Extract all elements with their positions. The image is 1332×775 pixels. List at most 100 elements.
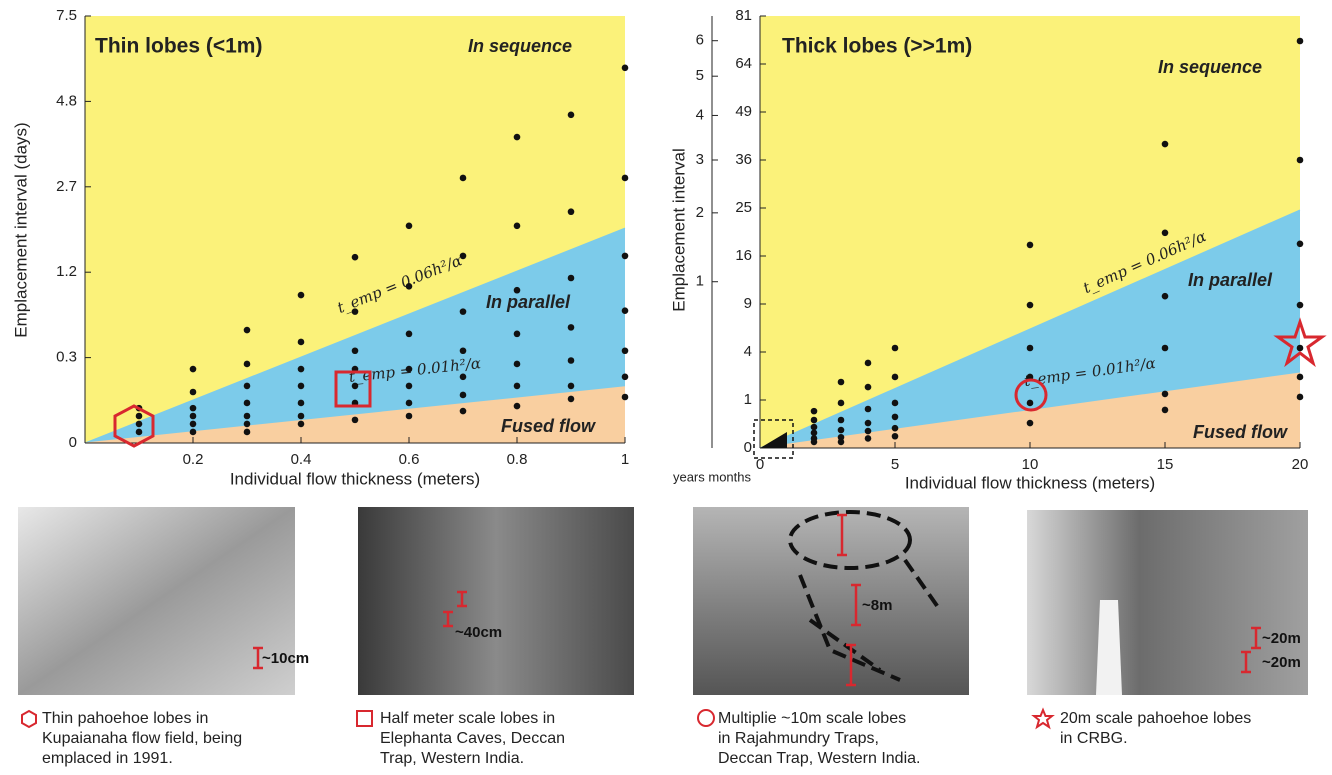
data-point <box>136 421 143 428</box>
data-point <box>298 413 305 420</box>
data-point <box>244 327 251 334</box>
x-tick-label: 20 <box>1292 456 1309 473</box>
y-tick-label: 0.3 <box>56 349 77 366</box>
data-point <box>1027 302 1034 309</box>
x-tick-label: 5 <box>891 456 899 473</box>
data-point <box>811 424 818 431</box>
data-point <box>622 65 629 72</box>
scale-label: ~20m <box>1262 630 1301 647</box>
data-point <box>244 383 251 390</box>
caption-line: Trap, Western India. <box>380 750 524 767</box>
y2-tick-label: 3 <box>696 151 704 168</box>
data-point <box>190 413 197 420</box>
data-point <box>244 400 251 407</box>
y2-tick-label: 4 <box>696 106 704 123</box>
y-tick-label: 81 <box>735 7 752 24</box>
scale-label: ~10cm <box>262 650 309 667</box>
data-point <box>406 400 413 407</box>
region-label: In sequence <box>468 36 572 56</box>
data-point <box>298 366 305 373</box>
data-point <box>622 175 629 182</box>
region-label: Fused flow <box>1193 422 1288 442</box>
data-point <box>865 360 872 367</box>
data-point <box>514 331 521 338</box>
y2-tick-label: 1 <box>696 273 704 290</box>
data-point <box>352 417 359 424</box>
data-point <box>892 433 899 440</box>
data-point <box>892 425 899 432</box>
data-point <box>1162 293 1169 300</box>
region-label: In sequence <box>1158 57 1262 77</box>
data-point <box>838 417 845 424</box>
data-point <box>190 429 197 436</box>
data-point <box>460 347 467 354</box>
data-point <box>514 223 521 230</box>
y-tick-label: 4.8 <box>56 92 77 109</box>
x-tick-label: 0.6 <box>399 451 420 468</box>
x-tick-label: 0.8 <box>507 451 528 468</box>
data-point <box>136 413 143 420</box>
figure: t_emp = 0.06h²/αt_emp = 0.01h²/αIn seque… <box>0 0 1332 775</box>
caption-line: Deccan Trap, Western India. <box>718 750 920 767</box>
x-tick-label: 0.2 <box>183 451 204 468</box>
data-point <box>622 253 629 260</box>
scale-label: ~8m <box>862 597 892 614</box>
data-point <box>865 420 872 427</box>
caption-line: Half meter scale lobes in <box>380 710 555 727</box>
data-point <box>406 366 413 373</box>
y-tick-label: 36 <box>735 151 752 168</box>
y-axis-label: Emplacement interval <box>669 148 688 311</box>
data-point <box>460 408 467 415</box>
y-tick-label: 1.2 <box>56 263 77 280</box>
y2-tick-label: 6 <box>696 32 704 49</box>
data-point <box>838 427 845 434</box>
data-point <box>190 421 197 428</box>
data-point <box>406 283 413 290</box>
data-point <box>406 413 413 420</box>
y-tick-label: 25 <box>735 199 752 216</box>
data-point <box>1162 141 1169 148</box>
data-point <box>460 308 467 315</box>
data-point <box>1297 240 1304 247</box>
region-label: In parallel <box>486 292 571 312</box>
caption-line: Multiplie ~10m scale lobes <box>718 710 906 727</box>
data-point <box>892 400 899 407</box>
chart-title: Thin lobes (<1m) <box>95 35 262 58</box>
data-point <box>244 413 251 420</box>
data-point <box>1162 407 1169 414</box>
caption-line: in Rajahmundry Traps, <box>718 730 879 747</box>
data-point <box>1297 394 1304 401</box>
data-point <box>514 287 521 294</box>
data-point <box>1297 345 1304 352</box>
chart-title: Thick lobes (>>1m) <box>782 35 972 58</box>
data-point <box>1297 302 1304 309</box>
y-axis-label: Emplacement interval (days) <box>11 122 30 337</box>
scale-label: ~40cm <box>455 624 502 641</box>
data-point <box>1162 345 1169 352</box>
data-point <box>460 392 467 399</box>
data-point <box>514 134 521 141</box>
data-point <box>568 324 575 331</box>
y2-tick-label: 5 <box>696 67 704 84</box>
caption-line: Elephanta Caves, Deccan <box>380 730 565 747</box>
region-label: Fused flow <box>501 416 596 436</box>
data-point <box>244 429 251 436</box>
data-point <box>892 374 899 381</box>
data-point <box>622 347 629 354</box>
photo <box>358 507 634 695</box>
y-tick-label: 64 <box>735 55 752 72</box>
data-point <box>568 383 575 390</box>
data-point <box>406 383 413 390</box>
caption-line: 20m scale pahoehoe lobes <box>1060 710 1251 727</box>
data-point <box>352 347 359 354</box>
data-point <box>352 383 359 390</box>
data-point <box>811 439 818 446</box>
region-label: In parallel <box>1188 270 1273 290</box>
data-point <box>1162 230 1169 237</box>
data-point <box>352 254 359 261</box>
y-tick-label: 4 <box>744 343 752 360</box>
y-tick-label: 0 <box>744 439 752 456</box>
data-point <box>892 414 899 421</box>
y2-tick-label: 2 <box>696 204 704 221</box>
data-point <box>838 439 845 446</box>
